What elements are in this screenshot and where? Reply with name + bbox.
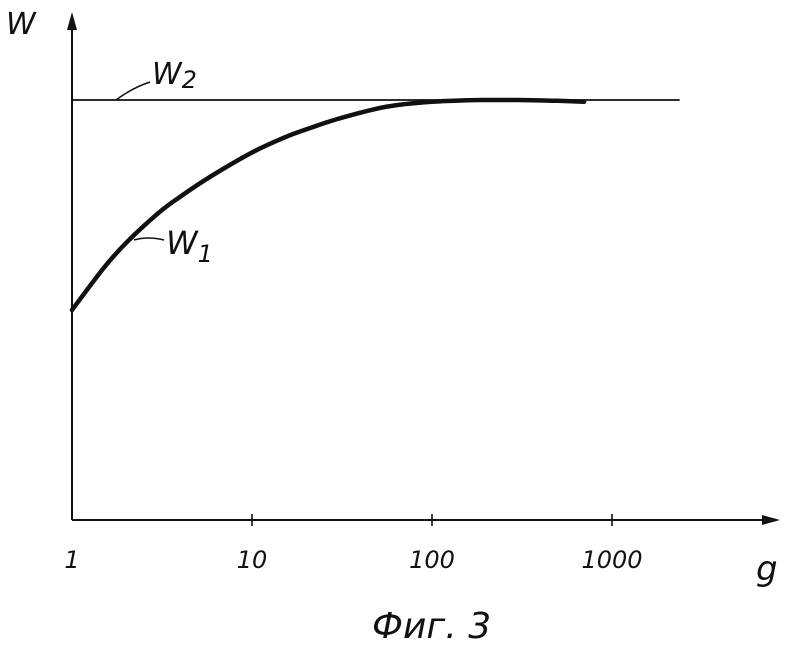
w2-leader: [116, 82, 150, 100]
x-axis-arrow: [762, 515, 780, 525]
figure-caption: Фиг. 3: [372, 606, 491, 647]
w2-label: W2: [152, 57, 197, 94]
w1-label: W1: [166, 224, 213, 268]
w2-label-main: W: [152, 57, 183, 92]
x-tick-label: 1000: [581, 546, 642, 574]
series-w1-curve: [72, 100, 584, 310]
w1-leader: [134, 238, 164, 240]
x-axis-label: g: [756, 549, 778, 589]
w1-label-sub: 1: [198, 240, 213, 268]
w2-label-sub: 2: [182, 66, 197, 94]
x-tick-label: 1: [64, 546, 79, 574]
x-tick-label: 10: [237, 546, 268, 574]
y-axis-arrow: [67, 12, 77, 30]
x-ticks: 1 10 100 1000: [64, 514, 642, 574]
w1-label-main: W: [166, 224, 199, 262]
x-tick-label: 100: [409, 546, 455, 574]
y-axis-label: W: [6, 7, 37, 42]
